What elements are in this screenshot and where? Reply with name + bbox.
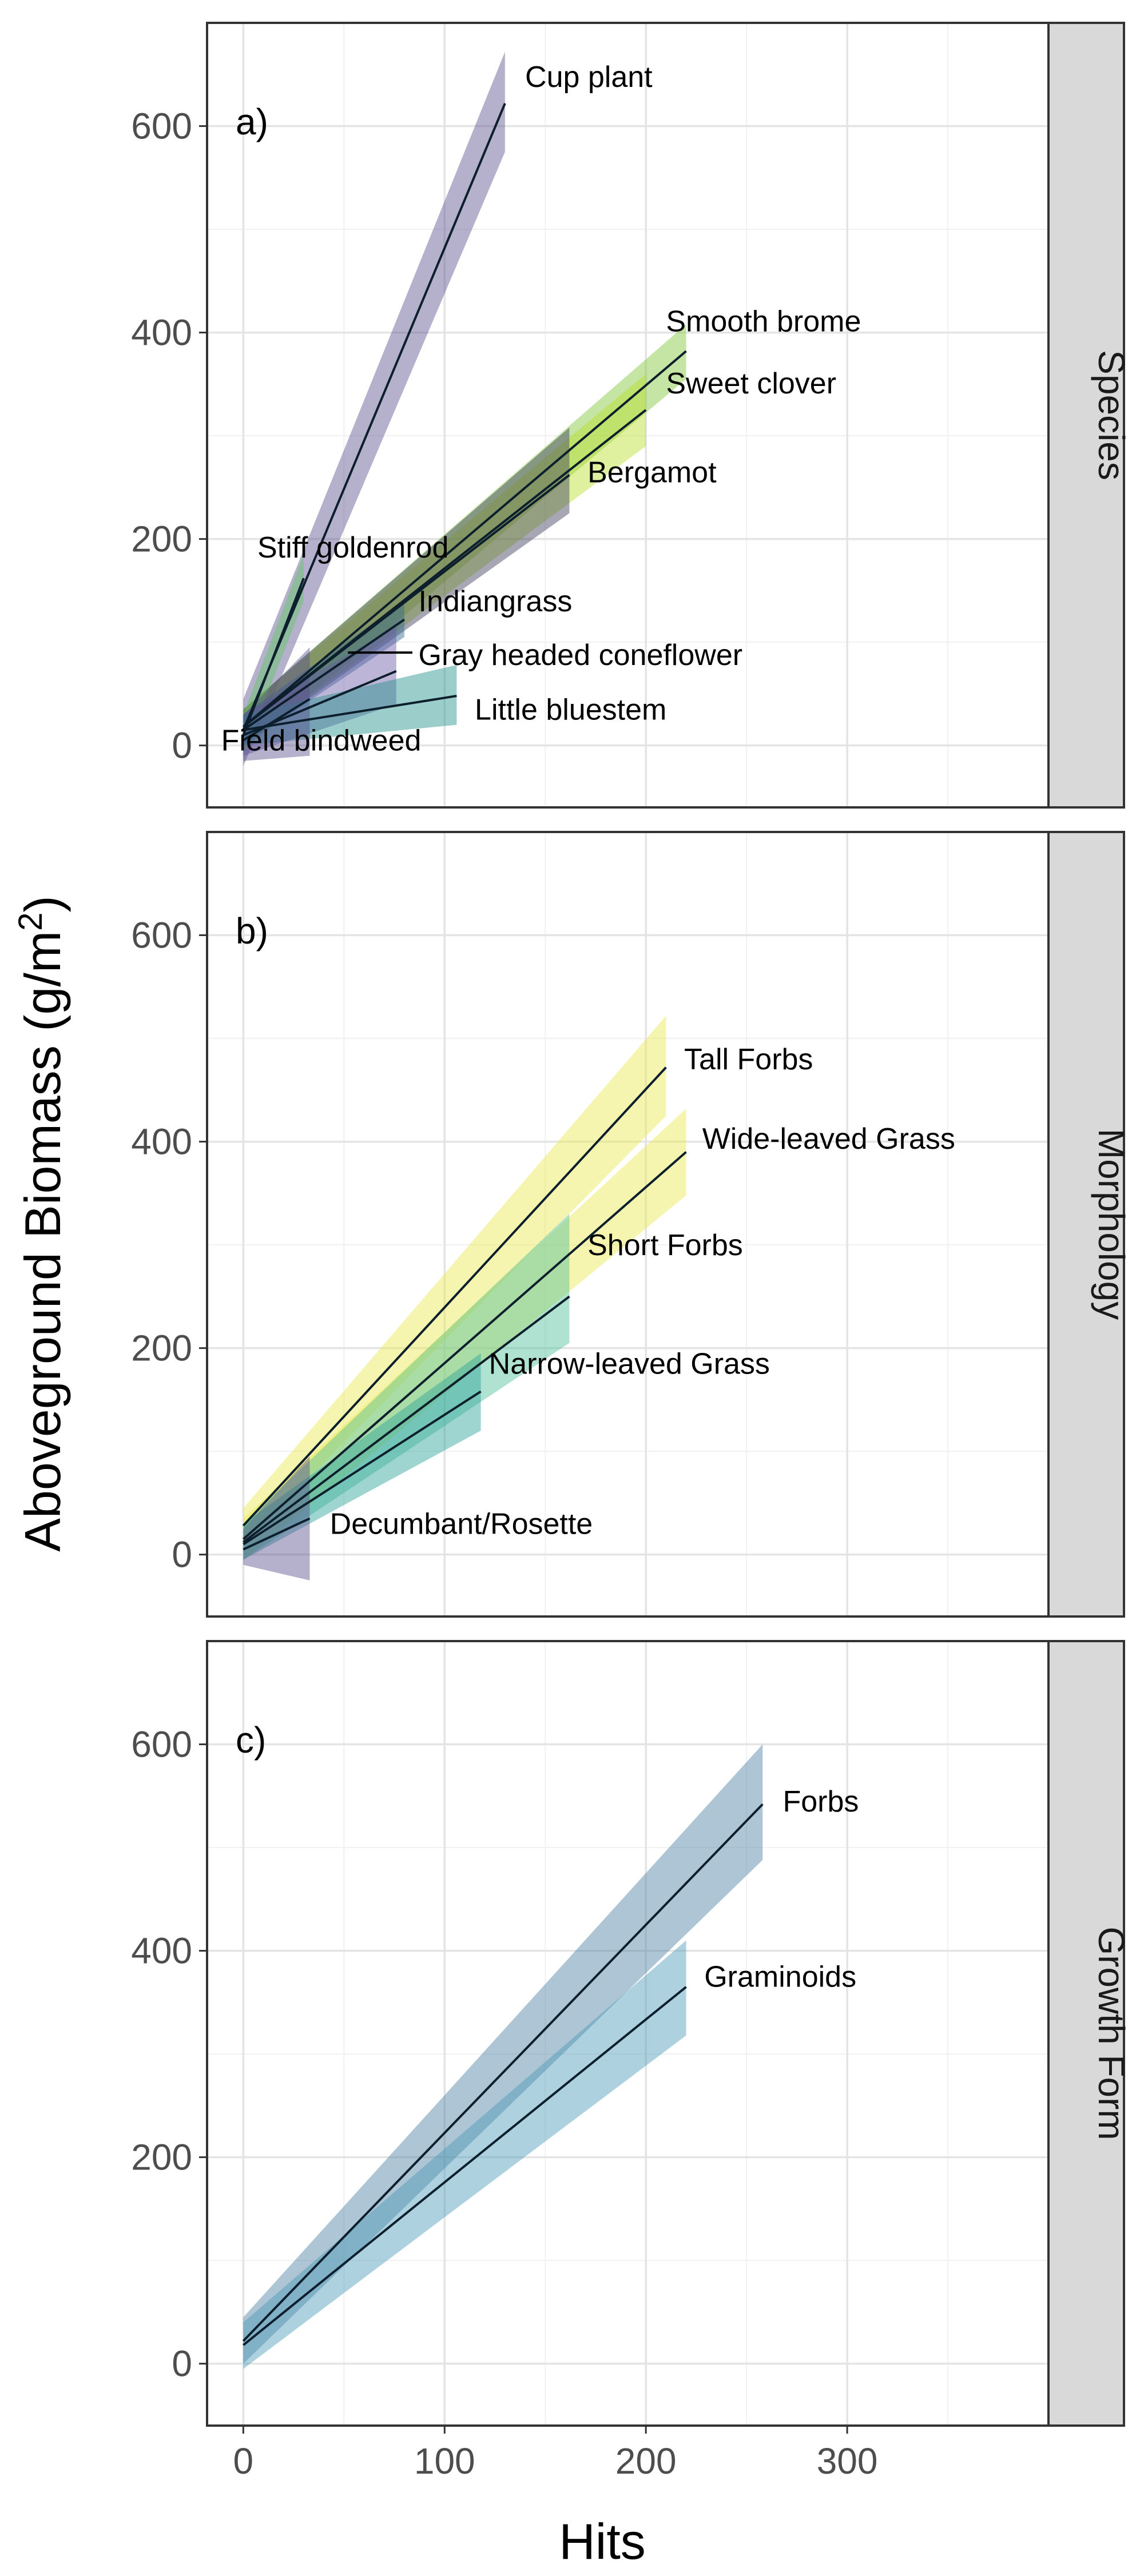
- confidence-bands: [243, 51, 686, 766]
- label-wide-leaved-grass: Wide-leaved Grass: [702, 1122, 955, 1156]
- plot-area: [207, 23, 1048, 807]
- panel-morphology: Tall Forbs Wide-leaved Grass Short Forbs Na…: [131, 831, 1132, 1618]
- ribbon-graminoids: [243, 1940, 686, 2369]
- y-tick-label: 600: [131, 106, 192, 147]
- label-narrow-leaved-grass: Narrow-leaved Grass: [489, 1348, 770, 1381]
- series-line-little-bluestem: [243, 695, 457, 731]
- facet-strip-label: Species: [1091, 350, 1132, 480]
- label-graminoids: Graminoids: [704, 1961, 856, 1994]
- facet-strip: [1047, 1640, 1125, 2427]
- label-field-bindweed: Field bindweed: [221, 724, 422, 758]
- series-line-smooth-brome: [243, 350, 687, 728]
- ribbon-little-bluestem: [243, 664, 457, 746]
- y-tick-label: 600: [131, 915, 192, 956]
- facet-strip: [1047, 22, 1125, 809]
- y-tick-label: 400: [131, 1121, 192, 1162]
- ribbon-forbs: [243, 1744, 763, 2364]
- ribbon-bergamot: [243, 427, 570, 746]
- y-axis-title-superscript: 2: [12, 913, 49, 931]
- panel-label: b): [236, 910, 268, 951]
- grid: [207, 23, 1048, 807]
- label-stiff-goldenrod: Stiff goldenrod: [257, 531, 448, 564]
- label-little-bluestem: Little bluestem: [475, 694, 666, 727]
- x-tick-label: 200: [615, 2440, 677, 2482]
- x-tick-labels: 0 100 200 300: [233, 2426, 878, 2482]
- plot-area: [207, 832, 1048, 1617]
- confidence-bands: [243, 1744, 763, 2369]
- series-line-graminoids: [243, 1986, 687, 2346]
- fit-lines: [242, 1803, 764, 2346]
- x-tick-label: 0: [233, 2440, 254, 2482]
- series-line-decumbant-rosette: [243, 1517, 311, 1551]
- label-gray-headed-coneflower: Gray headed coneflower: [419, 639, 743, 672]
- y-tick-label: 0: [172, 2343, 192, 2384]
- label-cup-plant: Cup plant: [525, 61, 653, 94]
- x-axis-title: Hits: [559, 2513, 646, 2570]
- label-forbs: Forbs: [782, 1785, 859, 1818]
- y-axis-title-close: ): [14, 895, 71, 912]
- label-tall-forbs: Tall Forbs: [684, 1043, 813, 1076]
- series-line-field-bindweed: [243, 698, 311, 742]
- y-tick-label: 200: [131, 519, 192, 560]
- ribbon-short-forbs: [243, 1213, 570, 1560]
- ribbon-narrow-leaved-grass: [243, 1353, 481, 1560]
- label-bergamot: Bergamot: [587, 456, 717, 489]
- fit-lines: [242, 1066, 687, 1551]
- y-tick-label: 400: [131, 1930, 192, 1972]
- ribbon-indiangrass: [243, 600, 404, 746]
- label-decumbant-rosette: Decumbant/Rosette: [330, 1508, 593, 1541]
- y-tick-label: 200: [131, 1328, 192, 1369]
- fit-lines: [242, 103, 687, 742]
- ribbon-smooth-brome: [243, 324, 686, 751]
- ribbon-wide-leaved-grass: [243, 1108, 686, 1560]
- label-sweet-clover: Sweet clover: [666, 367, 836, 400]
- label-smooth-brome: Smooth brome: [666, 305, 861, 339]
- y-tick-label: 200: [131, 2137, 192, 2178]
- x-tick-label: 300: [817, 2440, 878, 2482]
- facet-strip: [1047, 831, 1125, 1618]
- series-line-bergamot: [243, 474, 570, 728]
- label-short-forbs: Short Forbs: [587, 1229, 743, 1262]
- y-tick-label: 0: [172, 1534, 192, 1575]
- series-line-tall-forbs: [242, 1066, 667, 1527]
- series-line-narrow-leaved-grass: [243, 1390, 482, 1546]
- ribbon-field-bindweed: [243, 647, 310, 761]
- y-axis-title-main: Aboveground Biomass (g/m: [14, 931, 71, 1552]
- panel-growth-form: Forbs Graminoids c) 0 200 400 600 Growth Form: [131, 1640, 1132, 2427]
- panel-species: Cup plant Smooth brome Sweet clover Bergamo…: [131, 22, 1132, 809]
- grid: [207, 832, 1048, 1617]
- y-ticks: 0 200 400 600: [131, 1724, 207, 2384]
- y-ticks: 0 200 400 600: [131, 915, 207, 1575]
- series-line-short-forbs: [243, 1295, 570, 1543]
- series-line-indiangrass: [243, 618, 406, 731]
- y-axis-title: Aboveground Biomass (g/m2): [12, 895, 72, 1551]
- x-tick-label: 100: [414, 2440, 475, 2482]
- series-line-cup-plant: [242, 103, 506, 731]
- label-indiangrass: Indiangrass: [419, 585, 573, 618]
- series-line-stiff-goldenrod: [242, 578, 305, 736]
- series-line-wide-leaved-grass: [243, 1151, 687, 1540]
- facet-strip-label: Morphology: [1091, 1129, 1132, 1320]
- y-tick-label: 600: [131, 1724, 192, 1765]
- facet-strip-label: Growth Form: [1091, 1926, 1132, 2140]
- ribbon-sweet-clover: [243, 373, 646, 746]
- y-tick-label: 400: [131, 312, 192, 353]
- panel-label: a): [236, 101, 268, 142]
- panels: Cup plant Smooth brome Sweet clover Bergamo…: [131, 22, 1132, 2427]
- y-tick-label: 0: [172, 725, 192, 766]
- ribbon-cup-plant: [243, 51, 505, 766]
- y-ticks: 0 200 400 600: [131, 106, 207, 766]
- series-line-forbs: [242, 1803, 764, 2342]
- panel-label: c): [236, 1719, 266, 1761]
